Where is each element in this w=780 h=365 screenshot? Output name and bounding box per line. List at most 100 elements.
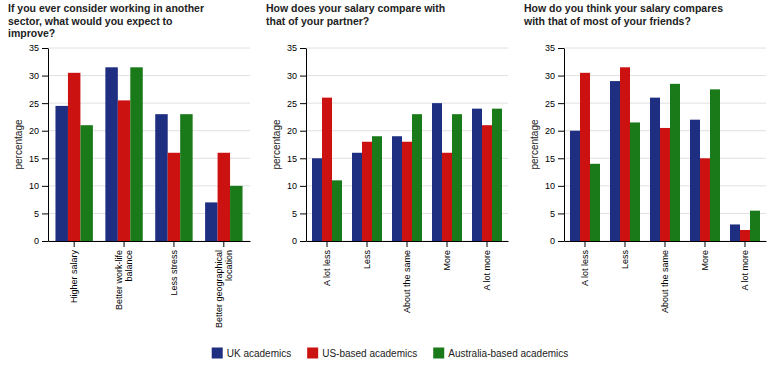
plot-area: 05101520253035A lot lessLessAbout the sa… bbox=[287, 43, 509, 313]
grid-line bbox=[564, 48, 766, 49]
bar bbox=[670, 84, 680, 241]
x-tick-label: Less stress bbox=[169, 250, 179, 296]
text-line: More bbox=[442, 250, 452, 271]
y-tick-mark bbox=[558, 76, 564, 77]
x-tick-mark bbox=[745, 241, 746, 247]
legend-label: US-based academics bbox=[322, 348, 417, 359]
y-axis: 05101520253035 bbox=[287, 43, 307, 246]
bar-series bbox=[570, 81, 740, 241]
y-tick: 15 bbox=[287, 154, 306, 164]
y-tick-label: 25 bbox=[545, 99, 555, 109]
bar bbox=[630, 122, 640, 241]
y-tick: 15 bbox=[29, 154, 48, 164]
text-line: sector, what would you expect to bbox=[8, 15, 173, 27]
y-tick: 25 bbox=[29, 99, 48, 109]
y-tick-mark bbox=[558, 48, 564, 49]
y-tick: 15 bbox=[545, 154, 564, 164]
bar bbox=[352, 153, 362, 241]
y-tick: 5 bbox=[34, 209, 48, 219]
legend-item: UK academics bbox=[212, 348, 291, 359]
y-axis-line bbox=[564, 49, 565, 242]
x-tick-label: About the same bbox=[402, 250, 412, 313]
y-tick-mark bbox=[558, 158, 564, 159]
plot-area: 05101520253035A lot lessLessAbout the sa… bbox=[545, 43, 767, 313]
bar bbox=[230, 186, 242, 241]
x-tick: A lot less bbox=[322, 241, 332, 286]
chart-canvas: If you ever consider working in anothers… bbox=[0, 0, 780, 365]
bar-series bbox=[580, 67, 750, 241]
bar bbox=[68, 73, 80, 241]
bar-series bbox=[312, 103, 482, 241]
x-tick: About the same bbox=[660, 241, 670, 313]
text-line: About the same bbox=[660, 250, 670, 313]
legend-swatch bbox=[212, 348, 223, 359]
bar bbox=[442, 153, 452, 241]
text-line: A lot less bbox=[322, 250, 332, 287]
y-tick-mark bbox=[42, 241, 48, 242]
x-tick-label: Higher salary bbox=[69, 250, 79, 304]
x-tick: A lot less bbox=[580, 241, 590, 286]
y-tick-mark bbox=[558, 241, 564, 242]
bars bbox=[55, 67, 242, 241]
x-tick-label: A lot more bbox=[740, 250, 750, 291]
y-tick-label: 5 bbox=[550, 209, 555, 219]
y-tick-label: 5 bbox=[292, 209, 297, 219]
y-tick: 35 bbox=[287, 43, 306, 53]
x-tick-label: Better work-lifebalance bbox=[114, 250, 134, 310]
y-tick: 20 bbox=[29, 126, 48, 136]
y-tick-label: 0 bbox=[34, 236, 39, 246]
y-tick-label: 15 bbox=[287, 154, 297, 164]
y-axis: 05101520253035 bbox=[545, 43, 565, 246]
bar bbox=[492, 109, 502, 241]
y-tick-label: 0 bbox=[292, 236, 297, 246]
bar bbox=[372, 136, 382, 241]
bar bbox=[700, 158, 710, 241]
y-tick-mark bbox=[42, 213, 48, 214]
bar bbox=[452, 114, 462, 241]
x-tick: Higher salary bbox=[69, 241, 79, 303]
x-tick: Better work-lifebalance bbox=[114, 241, 134, 310]
x-tick-mark bbox=[625, 241, 626, 247]
x-tick-label: A lot more bbox=[482, 250, 492, 291]
y-tick-label: 15 bbox=[29, 154, 39, 164]
y-tick-mark bbox=[300, 76, 306, 77]
x-tick-mark bbox=[665, 241, 666, 247]
x-tick-label: Better geographicallocation bbox=[214, 250, 234, 328]
x-tick: More bbox=[700, 241, 710, 271]
legend-label: UK academics bbox=[227, 348, 291, 359]
legend-item: Australia-based academics bbox=[433, 348, 568, 359]
bars bbox=[312, 98, 502, 241]
bar-series bbox=[80, 67, 242, 241]
x-tick: A lot more bbox=[740, 241, 750, 291]
bar bbox=[690, 120, 700, 241]
chart-title: If you ever consider working in anothers… bbox=[8, 2, 204, 39]
y-axis-title: percentage bbox=[529, 119, 540, 169]
legend-item: US-based academics bbox=[307, 348, 417, 359]
bar bbox=[312, 158, 322, 241]
y-tick: 0 bbox=[34, 236, 48, 246]
y-tick: 5 bbox=[292, 209, 306, 219]
legend: UK academics US-based academics Australia-… bbox=[212, 348, 569, 359]
bar-series bbox=[332, 109, 502, 241]
x-tick-label: A lot less bbox=[322, 250, 332, 287]
x-axis: A lot less Less About the same More A lot mo… bbox=[565, 241, 767, 313]
bar bbox=[710, 89, 720, 241]
x-tick-mark bbox=[367, 241, 368, 247]
y-tick-mark bbox=[558, 131, 564, 132]
bar-series bbox=[590, 84, 760, 241]
panel: How do you think your salary compareswit… bbox=[523, 2, 767, 313]
y-tick-mark bbox=[300, 48, 306, 49]
y-tick: 20 bbox=[287, 126, 306, 136]
y-tick-label: 35 bbox=[545, 43, 555, 53]
bar bbox=[620, 67, 630, 241]
x-tick-label: About the same bbox=[660, 250, 670, 313]
bar bbox=[590, 164, 600, 241]
y-axis-line bbox=[306, 49, 307, 242]
y-axis: 05101520253035 bbox=[29, 43, 49, 246]
y-tick: 10 bbox=[545, 181, 564, 191]
y-tick-label: 10 bbox=[287, 181, 297, 191]
x-tick: About the same bbox=[402, 241, 412, 313]
y-tick-label: 30 bbox=[287, 71, 297, 81]
bar bbox=[168, 153, 180, 241]
x-tick: Less bbox=[620, 241, 630, 269]
